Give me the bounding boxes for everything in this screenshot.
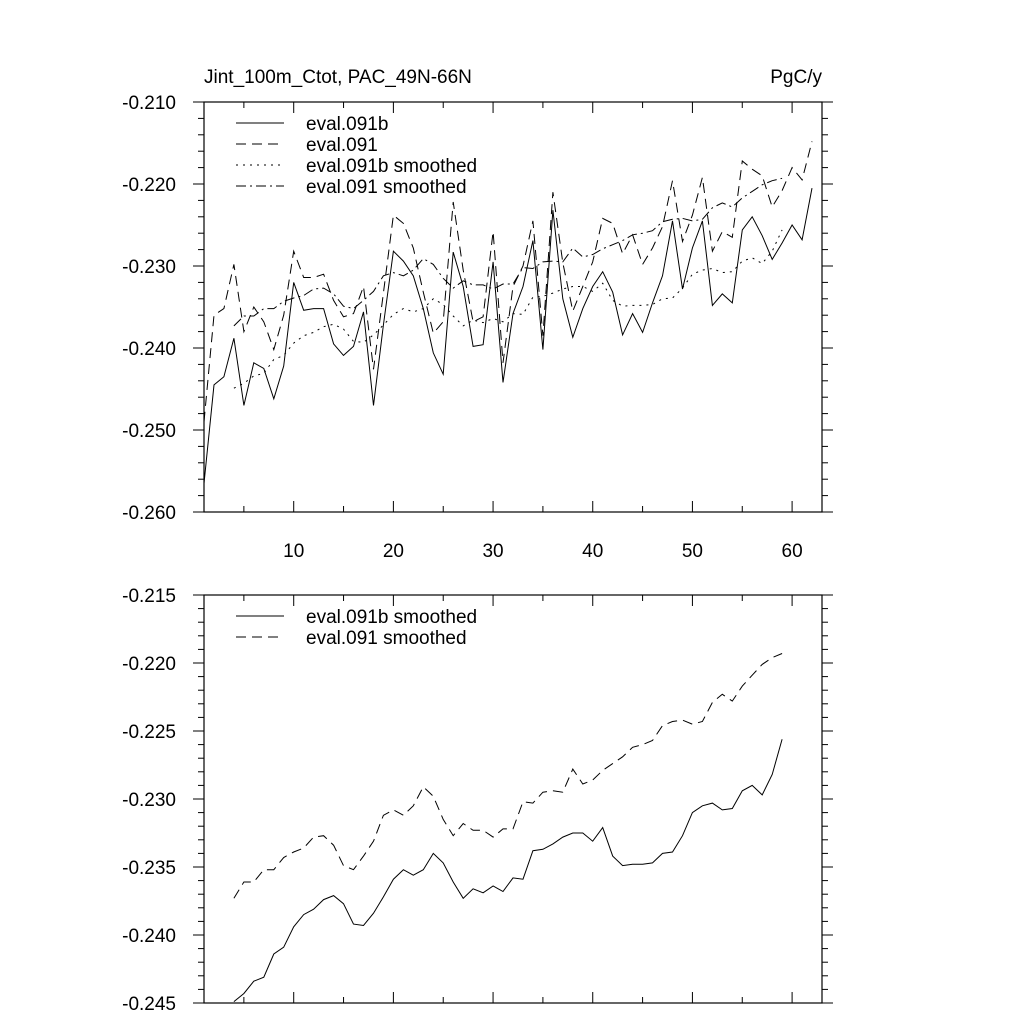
bottom-series-line-2 [233, 653, 783, 899]
top-y-tick-label: -0.220 [122, 175, 176, 196]
bottom-plot-frame [203, 594, 823, 1004]
bottom-legend-label-1: eval.091b smoothed [306, 607, 477, 628]
bottom-y-tick-label: -0.240 [122, 926, 176, 947]
top-y-tick-label: -0.250 [122, 421, 176, 442]
bottom-legend-label-2: eval.091 smoothed [306, 628, 467, 649]
top-x-tick-label: 60 [782, 541, 803, 562]
top-x-tick-label: 30 [482, 541, 503, 562]
bottom-y-tick-label: -0.230 [122, 790, 176, 811]
top-series-line-1 [204, 188, 813, 484]
top-y-tick-label: -0.210 [122, 93, 176, 114]
top-series-line-2 [204, 141, 813, 422]
top-legend-label-3: eval.091b smoothed [306, 156, 477, 177]
top-panel: Jint_100m_Ctot, PAC_49N-66N PgC/y 10 20 30… [122, 67, 833, 562]
top-x-tick-label: 10 [283, 541, 304, 562]
top-legend-label-2: eval.091 [306, 135, 378, 156]
top-x-tick-label: 40 [582, 541, 603, 562]
bottom-y-tick-label: -0.220 [122, 654, 176, 675]
top-title: Jint_100m_Ctot, PAC_49N-66N [204, 67, 472, 88]
top-legend-label-4: eval.091 smoothed [306, 177, 467, 198]
top-plot-frame [203, 101, 823, 513]
bottom-y-tick-label: -0.215 [122, 586, 176, 607]
top-legend-label-1: eval.091b [306, 114, 388, 135]
top-units: PgC/y [770, 67, 822, 88]
top-x-tick-label: 50 [682, 541, 703, 562]
top-y-tick-label: -0.230 [122, 257, 176, 278]
bottom-y-tick-label: -0.235 [122, 858, 176, 879]
top-x-tick-label: 20 [383, 541, 404, 562]
bottom-panel: -0.245 -0.240 -0.235 -0.230 -0.225 -0.220 -0.2… [122, 586, 833, 1015]
bottom-y-tick-label: -0.225 [122, 722, 176, 743]
top-y-tick-label: -0.260 [122, 503, 176, 524]
bottom-series-line-1 [233, 739, 783, 1002]
top-y-tick-label: -0.240 [122, 339, 176, 360]
bottom-y-tick-label: -0.245 [122, 994, 176, 1015]
top-series-line-4 [233, 177, 783, 327]
top-series-line-3 [233, 229, 783, 389]
